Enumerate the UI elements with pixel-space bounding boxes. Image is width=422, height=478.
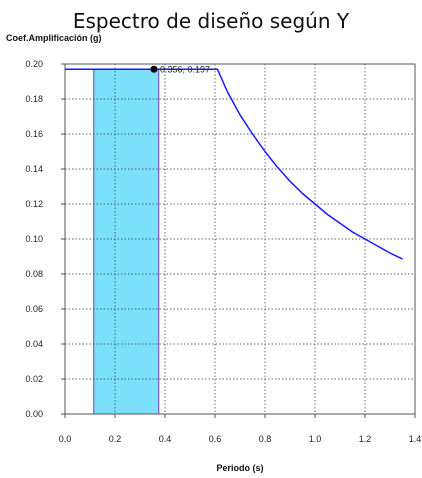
x-tick-label: 1.4 bbox=[409, 434, 422, 444]
chart-title: Espectro de diseño según Y bbox=[72, 9, 350, 33]
x-tick-label: 1.0 bbox=[309, 434, 322, 444]
annotation-point-marker bbox=[150, 65, 158, 73]
x-tick-label: 0.4 bbox=[159, 434, 172, 444]
annotation-point-label: 0.356, 0.197 bbox=[160, 64, 210, 74]
y-tick-label: 0.04 bbox=[25, 339, 43, 349]
y-tick-label: 0.08 bbox=[25, 269, 43, 279]
y-tick-label: 0.06 bbox=[25, 304, 43, 314]
y-tick-label: 0.12 bbox=[25, 199, 43, 209]
y-tick-label: 0.18 bbox=[25, 94, 43, 104]
y-tick-label: 0.00 bbox=[25, 409, 43, 419]
y-tick-label: 0.16 bbox=[25, 129, 43, 139]
x-tick-label: 0.6 bbox=[209, 434, 222, 444]
y-tick-label: 0.20 bbox=[25, 59, 43, 69]
design-band-region bbox=[93, 68, 160, 415]
y-axis-label: Coef.Amplificación (g) bbox=[6, 33, 102, 43]
x-axis-label: Periodo (s) bbox=[216, 463, 264, 473]
y-tick-label: 0.14 bbox=[25, 164, 43, 174]
x-tick-label: 0.2 bbox=[109, 434, 122, 444]
x-tick-label: 1.2 bbox=[359, 434, 372, 444]
x-tick-label: 0.8 bbox=[259, 434, 272, 444]
y-tick-label: 0.02 bbox=[25, 374, 43, 384]
y-tick-label: 0.10 bbox=[25, 234, 43, 244]
x-tick-label: 0.0 bbox=[59, 434, 72, 444]
